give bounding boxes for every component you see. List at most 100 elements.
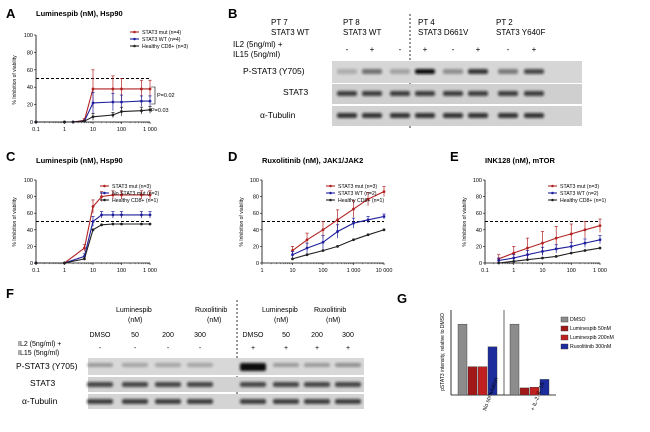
treatment-label: IL2 (5ng/ml) +: [18, 341, 61, 348]
treatment-sign: -: [399, 45, 402, 54]
data-point: [583, 249, 587, 252]
treatment-sign: +: [315, 345, 319, 352]
band-tubulin: [87, 399, 113, 404]
panel-label-e: E: [450, 149, 459, 164]
y-tick-label: 40: [27, 228, 33, 234]
bar: [539, 379, 550, 396]
dose-label: 200: [311, 332, 323, 339]
band-stat3: [187, 382, 213, 387]
x-tick-label: 100: [567, 268, 576, 274]
blot-row-label: P-STAT3 (Y705): [243, 66, 305, 76]
legend-marker: [103, 184, 106, 188]
data-point: [569, 251, 573, 255]
data-point: [100, 223, 103, 227]
legend-label: Healthy CD8+ (n=3): [142, 44, 188, 50]
legend-label: DMSO: [570, 317, 586, 323]
western-blot-f: Luminespib (nM) Ruxolitinib (nM) Lumines…: [16, 300, 364, 409]
legend-label: Ruxolitinib 300nM: [570, 344, 611, 350]
blot-strip: [88, 377, 364, 392]
data-point: [541, 249, 544, 253]
band-pstat3: [498, 69, 518, 74]
band-tubulin: [390, 113, 410, 118]
data-point: [352, 238, 355, 242]
data-point: [305, 253, 309, 257]
legend-label: STAT3 WT (n=4): [142, 37, 181, 43]
band-pstat3: [468, 69, 488, 74]
blot-row-label: STAT3: [30, 378, 55, 388]
legend-label: STAT3 WT (n=2): [338, 191, 377, 197]
y-tick-label: 40: [476, 228, 482, 234]
data-point: [148, 108, 152, 112]
legend-label: Healthy CD8+ (n=1): [338, 198, 384, 204]
band-tubulin: [304, 399, 330, 404]
data-point: [140, 193, 143, 197]
data-point: [63, 261, 66, 265]
treatment-sign: -: [507, 45, 510, 54]
chart-e-legend: STAT3 mut (n=3) STAT3 WT (n=2) Healthy C…: [548, 184, 606, 204]
panel-label-c: C: [6, 149, 16, 164]
data-point: [83, 257, 86, 261]
band-pstat3: [524, 69, 544, 74]
band-pstat3: [415, 69, 435, 74]
data-point: [91, 228, 95, 232]
drug-label: (nM): [274, 317, 288, 324]
band-tubulin: [155, 399, 181, 404]
legend-marker: [551, 198, 554, 202]
data-point: [598, 246, 602, 250]
panel-label-a: A: [6, 6, 16, 21]
band-tubulin: [443, 113, 463, 118]
legend-label: STAT3 WT (n=2): [560, 191, 599, 197]
data-point: [305, 238, 309, 242]
chart-a-legend: STAT3 mut (n=4) STAT3 WT (n=4) Healthy C…: [130, 30, 188, 50]
band-tubulin: [498, 113, 518, 118]
band-stat3: [390, 91, 410, 96]
band-tubulin: [122, 399, 148, 404]
treatment-sign: +: [423, 45, 428, 54]
legend-marker: [551, 184, 554, 188]
data-point: [512, 259, 516, 263]
band-stat3: [468, 91, 488, 96]
band-stat3: [362, 91, 382, 96]
data-point: [91, 115, 95, 119]
chart-d-legend: STAT3 mut (n=3) STAT3 WT (n=2) Healthy C…: [326, 184, 384, 204]
data-point: [140, 109, 143, 113]
series-line: [498, 247, 601, 264]
treatment-sign: -: [99, 345, 102, 352]
band-pstat3: [273, 363, 299, 367]
data-point: [120, 213, 123, 217]
data-point: [554, 236, 558, 240]
y-tick-label: 0: [30, 261, 33, 267]
chart-a-marks: [34, 69, 152, 124]
data-point: [583, 228, 587, 232]
data-point: [512, 256, 516, 260]
data-point: [83, 119, 86, 123]
band-pstat3: [122, 363, 148, 367]
data-point: [366, 197, 370, 201]
data-point: [321, 249, 325, 252]
band-tubulin: [362, 113, 382, 118]
band-pstat3: [337, 69, 357, 74]
data-point: [120, 100, 123, 104]
x-tick-label: 1 000: [593, 268, 607, 274]
dose-labels: DMSO 50 200 300 DMSO 50 200 300: [90, 332, 354, 339]
chart-e-axes: 0 20 40 60 80 100 0.1 1 10 100 1 000: [473, 178, 607, 274]
drug-label: Ruxolitinib: [314, 307, 346, 314]
chart-e-marks: [485, 218, 602, 265]
bar: [467, 366, 478, 396]
series-line: [498, 239, 601, 262]
band-tubulin: [335, 399, 361, 404]
band-tubulin: [273, 399, 299, 404]
data-point: [148, 87, 152, 91]
legend-swatch: [560, 325, 569, 332]
x-tick-label: 0.1: [481, 268, 489, 274]
chart-d-marks: [262, 186, 386, 261]
data-point: [111, 213, 115, 217]
x-tick-label: 100: [318, 268, 327, 274]
chart-g-ylabel: pSTAT3 intensity, relative to DMSO: [440, 313, 446, 391]
chart-e-ylabel: % Inhibition of viability: [462, 197, 468, 247]
band-tubulin: [524, 113, 544, 118]
bar: [487, 346, 498, 396]
chart-c-ylabel: % Inhibition of viability: [12, 197, 18, 247]
chart-a: Luminespib (nM), Hsp90 % Inhibition of v…: [12, 9, 188, 133]
data-point: [526, 246, 529, 250]
